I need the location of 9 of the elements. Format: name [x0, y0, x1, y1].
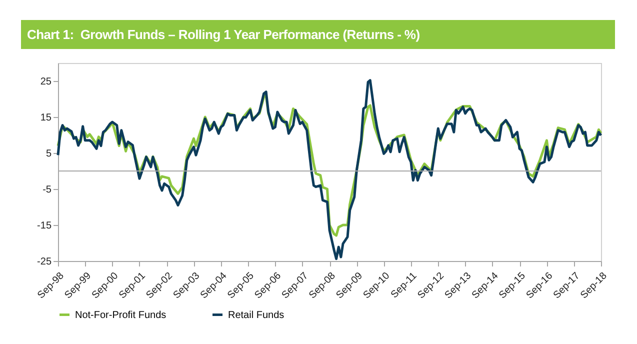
- y-tick-label: 15: [40, 112, 52, 124]
- legend-label: Not-For-Profit Funds: [75, 310, 166, 321]
- y-tick-label: 5: [46, 148, 52, 160]
- y-tick-label: 25: [40, 76, 52, 88]
- legend-label: Retail Funds: [228, 310, 284, 321]
- y-tick-label: -25: [37, 256, 52, 268]
- chart-title: Chart 1: Growth Funds – Rolling 1 Year Performance (Returns - %): [21, 20, 615, 49]
- y-tick-label: -5: [42, 184, 52, 196]
- y-tick-label: -15: [37, 220, 52, 232]
